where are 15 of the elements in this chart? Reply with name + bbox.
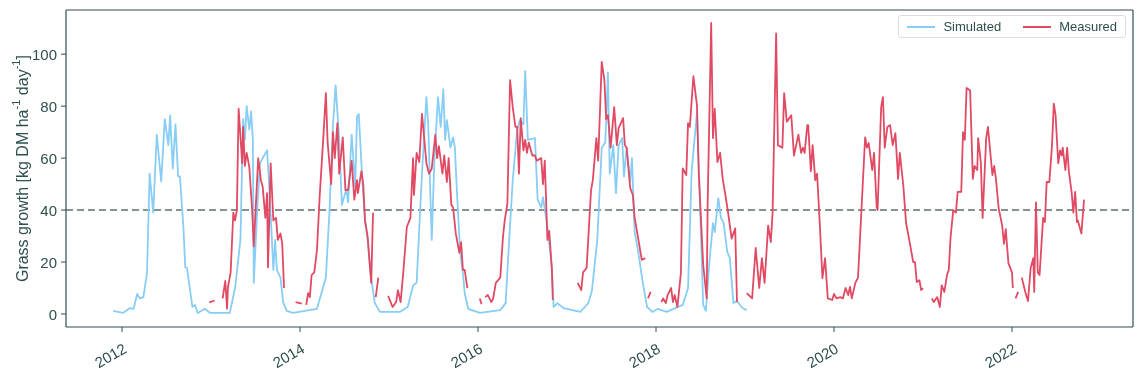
line-series	[112, 70, 748, 314]
y-tick-label: 80	[40, 97, 57, 115]
x-tick-label: 2022	[981, 339, 1020, 371]
y-tick-label: 20	[40, 253, 57, 271]
y-tick-label: 40	[40, 201, 57, 219]
y-tick-label: 0	[48, 305, 57, 323]
y-tick-label: 60	[40, 149, 57, 167]
x-tick-label: 2014	[269, 339, 308, 371]
x-tick-label: 2018	[625, 339, 664, 371]
x-tick-label: 2020	[803, 339, 842, 371]
legend-label: Simulated	[943, 19, 1002, 34]
y-tick-label: 100	[31, 45, 57, 63]
x-tick-label: 2012	[91, 339, 130, 371]
legend-label: Measured	[1059, 19, 1117, 34]
x-tick-label: 2016	[447, 339, 486, 371]
